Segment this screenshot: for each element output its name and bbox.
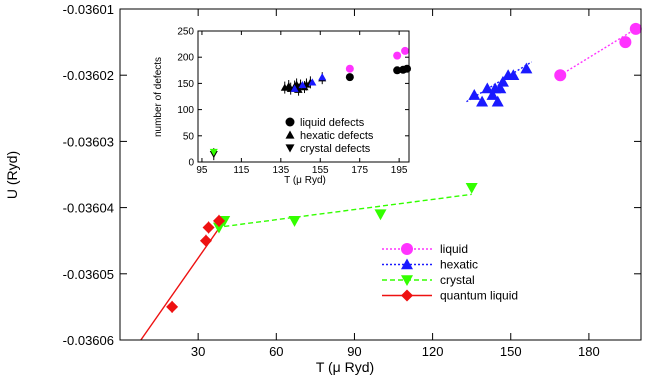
quantum-liquid-point xyxy=(199,234,212,247)
inset-legend-hexatic-defects-marker xyxy=(285,130,295,139)
hexatic-point xyxy=(494,82,507,94)
inset-legend-liquid-defects-label: liquid defects xyxy=(300,117,365,129)
main-y-axis-label: U (Ryd) xyxy=(4,151,20,199)
crystal-fit-line xyxy=(216,193,472,229)
inset-series-3-point xyxy=(308,78,317,86)
inset-plot-frame xyxy=(197,30,410,163)
x-tick-label: 120 xyxy=(422,344,444,359)
main-chart: 30 60 90 120 150 180 -0.03601 -0.03602 -0.03603 -… xyxy=(4,2,642,375)
inset-liquid-defects-point xyxy=(345,73,354,82)
legend-hexatic-marker xyxy=(401,258,413,270)
x-tick-label: 90 xyxy=(347,344,361,359)
inset-x-tick-label: 175 xyxy=(351,165,368,176)
main-x-axis-label: T (μ Ryd) xyxy=(316,359,374,375)
quantum-liquid-point xyxy=(212,214,225,227)
inset-tick-labels: 95 115 135 155 175 195 0 50 100 150 200 250 xyxy=(177,27,408,177)
crystal-point xyxy=(288,216,301,227)
inset-legend-hexatic-defects-label: hexatic defects xyxy=(300,130,374,142)
inset-y-tick-label: 0 xyxy=(188,158,194,169)
legend-quantum-liquid-marker xyxy=(401,289,413,302)
hexatic-point xyxy=(476,95,489,107)
crystal-point xyxy=(212,222,225,234)
x-tick-label: 60 xyxy=(269,344,283,359)
inset-liquid-defects-point xyxy=(403,64,412,73)
inset-tick-marks xyxy=(198,30,409,163)
y-tick-label: -0.03603 xyxy=(63,134,114,149)
quantum-liquid-point xyxy=(166,300,179,313)
x-tick-label: 30 xyxy=(191,344,205,359)
liquid-point xyxy=(554,69,567,82)
y-tick-label: -0.03605 xyxy=(63,267,114,282)
inset-x-tick-label: 135 xyxy=(272,165,289,176)
inset-background xyxy=(198,31,409,162)
hexatic-point xyxy=(481,82,494,94)
legend-crystal-label: crystal xyxy=(440,273,475,287)
crystal-point xyxy=(374,209,387,221)
y-tick-label: -0.03606 xyxy=(63,333,114,348)
legend-liquid-marker xyxy=(401,243,413,255)
inset-y-tick-label: 250 xyxy=(177,27,194,38)
inset-y-axis-label: number of defects xyxy=(153,57,164,137)
inset-x-tick-label: 155 xyxy=(312,165,329,176)
y-tick-label: -0.03601 xyxy=(63,2,114,17)
crystal-point xyxy=(465,182,478,194)
legend-liquid-label: liquid xyxy=(440,242,468,256)
hexatic-point xyxy=(468,89,481,100)
liquid-point xyxy=(629,22,642,35)
main-plot-frame xyxy=(119,8,642,341)
y-tick-label: -0.03604 xyxy=(63,201,114,216)
inset-series-1-point xyxy=(345,64,354,73)
x-tick-label: 150 xyxy=(500,344,522,359)
inset-legend-crystal-defects-marker xyxy=(285,144,295,153)
inset-series-1-point xyxy=(393,51,402,60)
inset-series-3-point xyxy=(290,84,299,92)
inset-y-tick-label: 200 xyxy=(177,53,194,64)
inset-legend-liquid-defects-marker xyxy=(285,117,295,127)
quantum-liquid-fit-line xyxy=(140,220,225,341)
inset-x-tick-label: 195 xyxy=(391,165,408,176)
inset-series-5-point xyxy=(209,148,218,157)
hexatic-point xyxy=(507,69,520,80)
inset-chart: 95 115 135 155 175 195 0 50 100 150 200 250 T (μ Ry… xyxy=(153,27,412,186)
inset-series-3-point xyxy=(318,73,327,81)
main-data-points xyxy=(166,22,642,313)
legend-quantum-liquid-label: quantum liquid xyxy=(440,289,518,303)
x-tick-label: 180 xyxy=(578,344,600,359)
inset-x-tick-label: 95 xyxy=(196,165,208,176)
main-tick-labels: 30 60 90 120 150 180 -0.03601 -0.03602 -0.03603 -… xyxy=(63,2,600,359)
inset-liquid-defects-point xyxy=(393,66,402,75)
inset-y-tick-label: 150 xyxy=(177,79,194,90)
legend-crystal-marker xyxy=(401,275,413,286)
legend-hexatic-label: hexatic xyxy=(440,258,478,272)
hexatic-point xyxy=(520,62,533,74)
inset-x-tick-label: 115 xyxy=(233,165,249,176)
inset-series-3-point xyxy=(298,80,307,89)
quantum-liquid-point xyxy=(202,221,215,234)
liquid-point xyxy=(619,36,632,49)
liquid-fit-line xyxy=(559,28,637,76)
hexatic-point xyxy=(491,95,504,107)
y-tick-label: -0.03602 xyxy=(63,68,114,83)
inset-series-1-point xyxy=(401,46,410,55)
inset-legend-crystal-defects-label: crystal defects xyxy=(300,143,371,155)
inset-y-tick-label: 100 xyxy=(177,105,194,116)
inset-x-axis-label: T (μ Ryd) xyxy=(284,175,326,186)
hexatic-point xyxy=(486,89,499,100)
hexatic-point xyxy=(496,75,509,87)
inset-y-tick-label: 50 xyxy=(183,131,195,142)
